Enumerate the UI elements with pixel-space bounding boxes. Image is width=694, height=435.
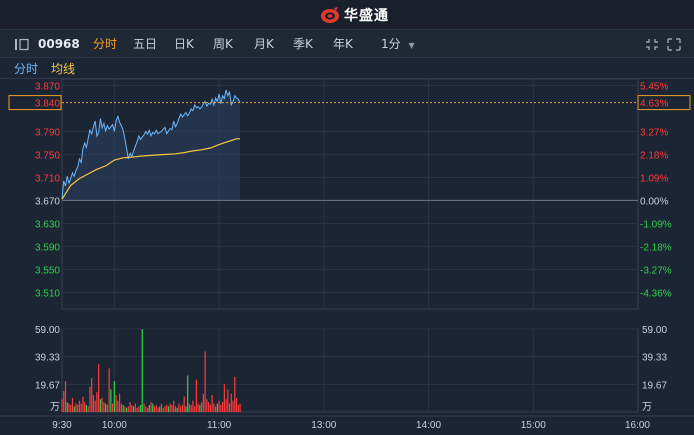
expand-icon[interactable] <box>667 38 681 51</box>
app-logo: 华盛通 <box>320 5 389 25</box>
app-name: 华盛通 <box>344 8 389 24</box>
pct-tick-label: 1.09% <box>640 173 668 184</box>
volume-tick-label: 19.67 <box>35 380 60 391</box>
current-price-box <box>8 95 62 111</box>
chevron-down-icon: ▼ <box>408 41 415 50</box>
top-bar: 华盛通 <box>0 0 694 30</box>
pct-tick-label: 2.18% <box>640 150 668 161</box>
pct-tick-label: 5.45% <box>640 81 668 92</box>
volume-bars <box>61 329 241 412</box>
volume-tick-label: 59.00 <box>35 325 60 336</box>
legend-timeshare[interactable]: 分时 <box>14 62 39 76</box>
interval-value: 1分 <box>381 37 401 51</box>
price-tick-label: 3.590 <box>35 242 60 253</box>
intraday-chart[interactable]: 3.870 5.45% 3.790 3.27% 3.750 2.18% 3.710 1.09%… <box>0 79 694 435</box>
price-tick-label: 3.750 <box>35 150 60 161</box>
legend-average[interactable]: 均线 <box>51 62 76 76</box>
volume-tick-label-right: 39.33 <box>642 353 667 364</box>
price-area-fill <box>62 89 240 201</box>
price-tick-label: 3.630 <box>35 219 60 230</box>
time-tick-label: 13:00 <box>311 420 336 431</box>
current-price-label: 3.840 <box>35 99 60 110</box>
pct-tick-label: -2.18% <box>640 242 672 253</box>
collapse-panel-icon[interactable] <box>14 38 30 51</box>
shrink-icon[interactable] <box>645 38 659 51</box>
pct-tick-label: -1.09% <box>640 219 672 230</box>
chart-legend-bar: 分时 均线 <box>0 59 694 79</box>
pct-tick-label: 3.27% <box>640 127 668 138</box>
stock-code: 00968 <box>38 37 80 51</box>
pct-tick-label: -3.27% <box>640 265 672 276</box>
current-price-tags: 3.840 4.63% <box>8 95 691 111</box>
interval-select[interactable]: 1分 ▼ <box>381 31 415 58</box>
time-tick-label: 14:00 <box>416 420 441 431</box>
tab-daily-k[interactable]: 日K <box>174 37 194 51</box>
price-line <box>61 89 241 200</box>
price-tick-label: 3.510 <box>35 288 60 299</box>
price-tick-label: 3.790 <box>35 127 60 138</box>
pct-tick-label: -4.36% <box>640 288 672 299</box>
volume-tick-label: 39.33 <box>35 353 60 364</box>
volume-tick-label-right: 19.67 <box>642 380 667 391</box>
tab-five-day[interactable]: 五日 <box>133 37 158 51</box>
price-tick-label: 3.550 <box>35 265 60 276</box>
price-tick-label: 3.670 <box>35 196 60 207</box>
price-tick-label: 3.870 <box>35 81 60 92</box>
volume-tick-label-right: 59.00 <box>642 325 667 336</box>
time-tick-label: 16:00 <box>625 420 650 431</box>
price-tick-label: 3.710 <box>35 173 60 184</box>
current-pct-box <box>637 95 691 111</box>
pct-tick-label: 0.00% <box>640 196 668 207</box>
average-line <box>61 138 240 200</box>
chart-toolbar: 00968 分时 五日 日K 周K 月K 季K 年K 1分 ▼ <box>0 31 694 58</box>
axis-labels: 3.870 5.45% 3.790 3.27% 3.750 2.18% 3.710 1.09%… <box>35 81 672 431</box>
volume-unit-label: 万 <box>50 402 60 413</box>
time-tick-label: 15:00 <box>521 420 546 431</box>
huasheng-logo-icon <box>321 7 339 23</box>
tab-monthly-k[interactable]: 月K <box>254 37 274 51</box>
tab-weekly-k[interactable]: 周K <box>213 37 233 51</box>
volume-unit-label-right: 万 <box>642 402 652 413</box>
tab-quarterly-k[interactable]: 季K <box>293 37 313 51</box>
time-tick-label: 11:00 <box>207 420 232 431</box>
time-tick-label: 10:00 <box>102 420 127 431</box>
current-pct-label: 4.63% <box>640 99 668 110</box>
time-tick-label: 9:30 <box>52 420 72 431</box>
tab-yearly-k[interactable]: 年K <box>333 37 353 51</box>
tab-timeshare[interactable]: 分时 <box>93 37 118 51</box>
